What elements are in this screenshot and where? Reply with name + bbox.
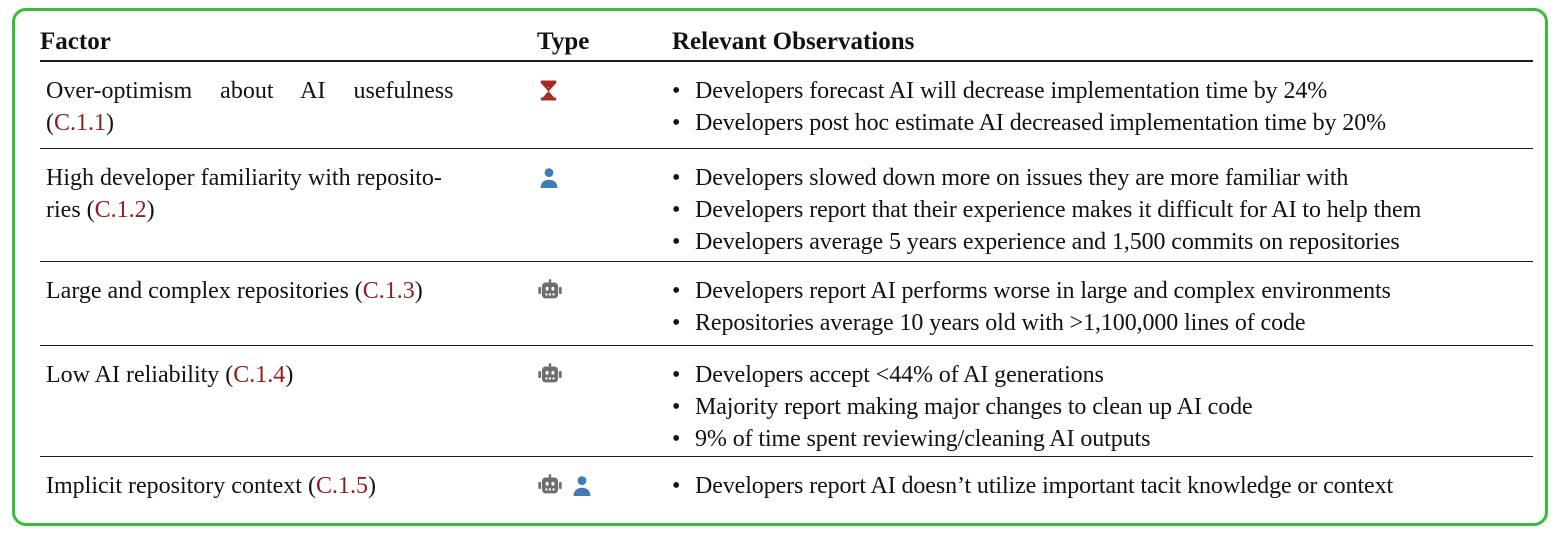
robot-icon (538, 279, 562, 299)
table-row: High developer familiarity with reposito… (40, 149, 1533, 262)
factor-cell: Large and complex repositories (C.1.3) (40, 262, 532, 345)
table-row: Over-optimism about AI usefulness (C.1.1)… (40, 62, 1533, 149)
factor-text-line: Large and complex repositories (C.1.3) (46, 278, 423, 304)
hourglass-icon (540, 80, 557, 101)
factor-cell: Implicit repository context (C.1.5) (40, 457, 532, 519)
section-ref-link[interactable]: C.1.2 (94, 197, 147, 223)
bullet-icon: • (672, 310, 681, 336)
factors-table: Factor Type Relevant Observations Over-o… (40, 11, 1533, 519)
bullet-icon: • (672, 165, 681, 191)
col-header-type: Type (537, 28, 590, 55)
observation-text: Developers average 5 years experience an… (695, 229, 1400, 255)
bullet-icon: • (672, 473, 681, 499)
observation-item: • Developers report that their experience… (672, 194, 1533, 226)
table-row: Low AI reliability (C.1.4) • Developers a… (40, 346, 1533, 457)
observations-cell: • Developers report AI doesn’t utilize im… (662, 457, 1533, 519)
table-body: Over-optimism about AI usefulness (C.1.1)… (40, 62, 1533, 519)
observation-text: Developers report AI performs worse in l… (695, 278, 1391, 304)
factor-text-line: High developer familiarity with reposito… (46, 165, 442, 191)
type-cell (532, 346, 662, 456)
section-ref-link[interactable]: C.1.5 (315, 473, 368, 499)
observation-text: Developers report AI doesn’t utilize imp… (695, 473, 1394, 499)
person-icon (573, 476, 591, 496)
section-ref-link[interactable]: C.1.1 (54, 110, 107, 136)
observations-cell: • Developers forecast AI will decrease im… (662, 62, 1533, 148)
bullet-icon: • (672, 110, 681, 136)
type-cell (532, 149, 662, 261)
observation-text: 9% of time spent reviewing/cleaning AI o… (695, 426, 1151, 452)
factor-text-line: ries (C.1.2) (46, 197, 155, 223)
factor-text-line: (C.1.1) (46, 110, 115, 136)
observation-item: • Developers report AI performs worse in … (672, 275, 1533, 307)
robot-icon (538, 363, 562, 383)
observation-item: • Developers slowed down more on issues t… (672, 162, 1533, 194)
observations-cell: • Developers report AI performs worse in … (662, 262, 1533, 345)
bullet-icon: • (672, 78, 681, 104)
type-cell (532, 262, 662, 345)
observation-item: • Repositories average 10 years old with … (672, 307, 1533, 339)
type-cell (532, 457, 662, 519)
factors-table-box: Factor Type Relevant Observations Over-o… (12, 8, 1548, 526)
table-header-row: Factor Type Relevant Observations (40, 11, 1533, 62)
type-cell (532, 62, 662, 148)
observation-text: Developers slowed down more on issues th… (695, 165, 1349, 191)
observation-item: • Developers report AI doesn’t utilize im… (672, 470, 1533, 502)
table-row: Large and complex repositories (C.1.3) •… (40, 262, 1533, 346)
bullet-icon: • (672, 229, 681, 255)
bullet-icon: • (672, 394, 681, 420)
observation-item: • Developers forecast AI will decrease im… (672, 75, 1533, 107)
observation-item: • Developers average 5 years experience a… (672, 226, 1533, 258)
bullet-icon: • (672, 197, 681, 223)
observations-cell: • Developers accept <44% of AI generation… (662, 346, 1533, 456)
factor-text-line: Low AI reliability (C.1.4) (46, 362, 294, 388)
observation-text: Developers accept <44% of AI generations (695, 362, 1104, 388)
section-ref-link[interactable]: C.1.3 (362, 278, 415, 304)
observation-item: • Developers post hoc estimate AI decreas… (672, 107, 1533, 139)
section-ref-link[interactable]: C.1.4 (233, 362, 286, 388)
observation-item: • Majority report making major changes to… (672, 391, 1533, 423)
factor-cell: High developer familiarity with reposito… (40, 149, 532, 261)
observation-item: • Developers accept <44% of AI generation… (672, 359, 1533, 391)
col-header-factor: Factor (40, 28, 111, 55)
observation-item: • 9% of time spent reviewing/cleaning AI … (672, 423, 1533, 455)
factor-cell: Low AI reliability (C.1.4) (40, 346, 532, 456)
bullet-icon: • (672, 362, 681, 388)
robot-icon (538, 474, 562, 494)
observation-text: Developers report that their experience … (695, 197, 1422, 223)
col-header-observations: Relevant Observations (672, 28, 915, 55)
factor-text-line: Over-optimism about AI usefulness (46, 78, 454, 104)
factor-text-line: Implicit repository context (C.1.5) (46, 473, 376, 499)
observation-text: Repositories average 10 years old with >… (695, 310, 1306, 336)
bullet-icon: • (672, 426, 681, 452)
table-row: Implicit repository context (C.1.5) • Dev… (40, 457, 1533, 519)
observations-cell: • Developers slowed down more on issues t… (662, 149, 1533, 261)
person-icon (540, 168, 558, 188)
factor-cell: Over-optimism about AI usefulness (C.1.1) (40, 62, 532, 148)
observation-text: Majority report making major changes to … (695, 394, 1253, 420)
bullet-icon: • (672, 278, 681, 304)
observation-text: Developers post hoc estimate AI decrease… (695, 110, 1386, 136)
observation-text: Developers forecast AI will decrease imp… (695, 78, 1328, 104)
